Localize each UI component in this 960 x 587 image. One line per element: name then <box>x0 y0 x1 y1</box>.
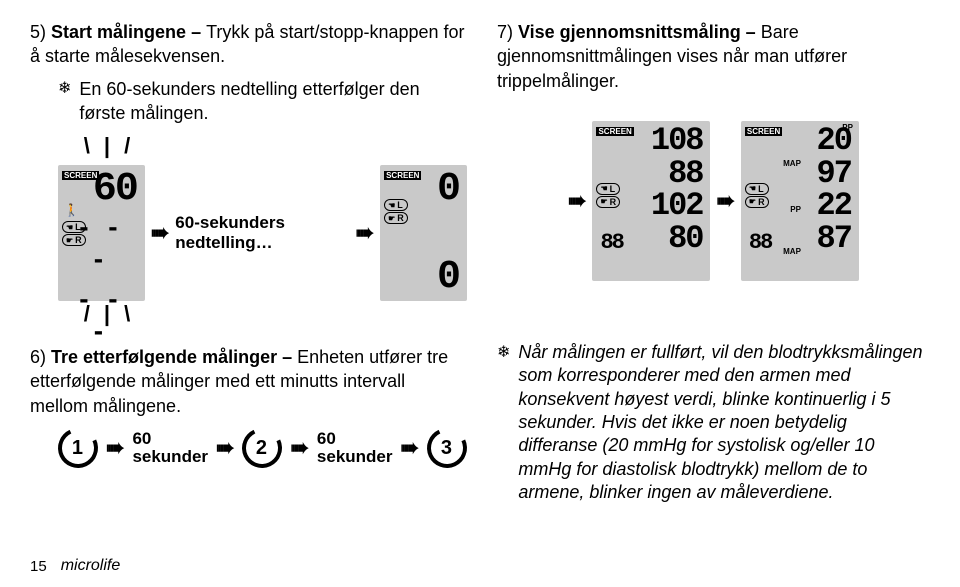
footer: 15 microlife <box>30 557 120 575</box>
step6-text: 6) Tre etterfølgende målinger – Enheten … <box>30 345 467 418</box>
snowflake-icon: ❄ <box>497 345 510 361</box>
step7-screens: ➠ SCREEN ☚L ☛R 108 88 102 88 80 ➠ SCREEN <box>497 121 930 281</box>
arrow-icon: ➠ <box>568 188 586 214</box>
map-label2: MAP <box>783 247 801 256</box>
arrow-icon: ➠ <box>356 220 374 246</box>
step5-title: Start målingene – <box>51 22 206 42</box>
arrow-icon: ➠ <box>716 188 734 214</box>
arrow-icon: ➠ <box>290 435 308 461</box>
r-indicator: ☛R <box>745 196 769 208</box>
r-indicator: ☛R <box>384 212 408 224</box>
note-row: ❄ Når målingen er fullført, vil den blod… <box>497 341 930 505</box>
screen-label: SCREEN <box>62 171 99 180</box>
lcd-screen-3: SCREEN ☚L ☛R 108 88 102 88 80 <box>592 121 710 281</box>
countdown-text: 60-sekunders nedtelling… <box>175 213 349 253</box>
arrow-icon: ➠ <box>216 435 234 461</box>
step7-num: 7) <box>497 22 513 42</box>
step6-sequence: 1 ➠ 60sekunder ➠ 2 ➠ 60sekunder ➠ 3 <box>58 428 467 468</box>
lcd2-bot: 0 <box>388 261 459 295</box>
circle-2: 2 <box>237 422 288 473</box>
step5-num: 5) <box>30 22 46 42</box>
step7-text: 7) Vise gjennomsnittsmåling – Bare gjenn… <box>497 20 930 93</box>
r-indicator: ☛R <box>596 196 620 208</box>
sec-label-1: 60sekunder <box>132 430 208 466</box>
screen-label: SCREEN <box>745 127 782 136</box>
step5-screens: \ | / SCREEN 🚶 ☚L ☛R 60 - - - - - - ➠ <box>58 133 467 327</box>
sec-label-2: 60sekunder <box>317 430 393 466</box>
step5-bullet-row: ❄ En 60-sekunders nedtelling etterfølger… <box>58 77 467 126</box>
lcd-screen-4: SCREEN PP MAP PP MAP ☚L ☛R 20 97 22 88 8… <box>741 121 859 281</box>
lcd3-v4: 80 <box>668 225 702 254</box>
lcd1-dash2: - - - <box>66 283 137 347</box>
person-icon: 🚶 <box>64 203 79 217</box>
left-column: 5) Start målingene – Trykk på start/stop… <box>30 20 467 513</box>
circle-3: 3 <box>421 422 472 473</box>
page-number: 15 <box>30 558 47 575</box>
arrow-icon: ➠ <box>401 435 419 461</box>
step6-title: Tre etterfølgende målinger – <box>51 347 297 367</box>
right-column: 7) Vise gjennomsnittsmåling – Bare gjenn… <box>497 20 930 513</box>
lcd3-pulse: 88 <box>600 233 622 254</box>
step5-text: 5) Start målingene – Trykk på start/stop… <box>30 20 467 69</box>
l-indicator: ☚L <box>745 183 769 195</box>
snowflake-icon: ❄ <box>58 81 71 97</box>
l-indicator: ☚L <box>596 183 620 195</box>
screen-label: SCREEN <box>384 171 421 180</box>
lcd4-v4: 87 <box>817 225 851 254</box>
note-text: Når målingen er fullført, vil den blodtr… <box>518 341 930 505</box>
map-label: MAP <box>783 159 801 168</box>
pp-label: PP <box>842 123 853 132</box>
step6-num: 6) <box>30 347 46 367</box>
screen-label: SCREEN <box>596 127 633 136</box>
blink-top: \ | / <box>58 133 160 159</box>
lcd-screen-1: SCREEN 🚶 ☚L ☛R 60 - - - - - - <box>58 165 145 301</box>
lcd4-pulse: 88 <box>749 233 771 254</box>
pp-label2: PP <box>790 205 801 214</box>
l-indicator: ☚L <box>384 199 408 211</box>
step5-bullet: En 60-sekunders nedtelling etterfølger d… <box>79 77 467 126</box>
arrow-icon: ➠ <box>106 435 124 461</box>
l-indicator: ☚L <box>62 221 86 233</box>
brand-logo: microlife <box>61 557 121 575</box>
step7-title: Vise gjennomsnittsmåling – <box>518 22 761 42</box>
arrow-icon: ➠ <box>151 220 169 246</box>
circle-1: 1 <box>52 422 103 473</box>
lcd-screen-2: SCREEN ☚L ☛R 0 0 <box>380 165 467 301</box>
r-indicator: ☛R <box>62 234 86 246</box>
